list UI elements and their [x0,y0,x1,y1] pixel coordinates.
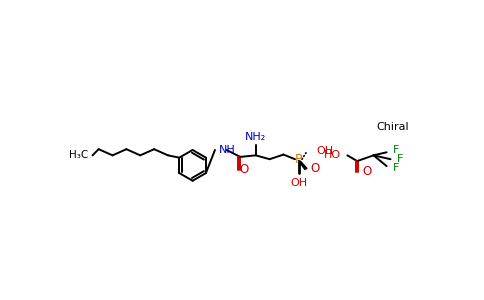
Text: O: O [310,162,319,175]
Text: OH: OH [290,178,307,188]
Text: NH: NH [219,145,236,155]
Text: HO: HO [324,150,341,160]
Text: OH: OH [317,146,333,156]
Text: P: P [295,153,302,166]
Text: F: F [393,145,399,155]
Text: H₃C: H₃C [69,150,88,160]
Text: F: F [397,154,403,164]
Text: Chiral: Chiral [377,122,409,132]
Text: O: O [362,165,371,178]
Text: F: F [393,164,399,173]
Text: O: O [240,164,249,176]
Text: NH₂: NH₂ [245,132,266,142]
